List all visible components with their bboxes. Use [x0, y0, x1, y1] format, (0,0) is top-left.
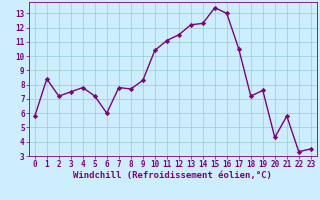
- X-axis label: Windchill (Refroidissement éolien,°C): Windchill (Refroidissement éolien,°C): [73, 171, 272, 180]
